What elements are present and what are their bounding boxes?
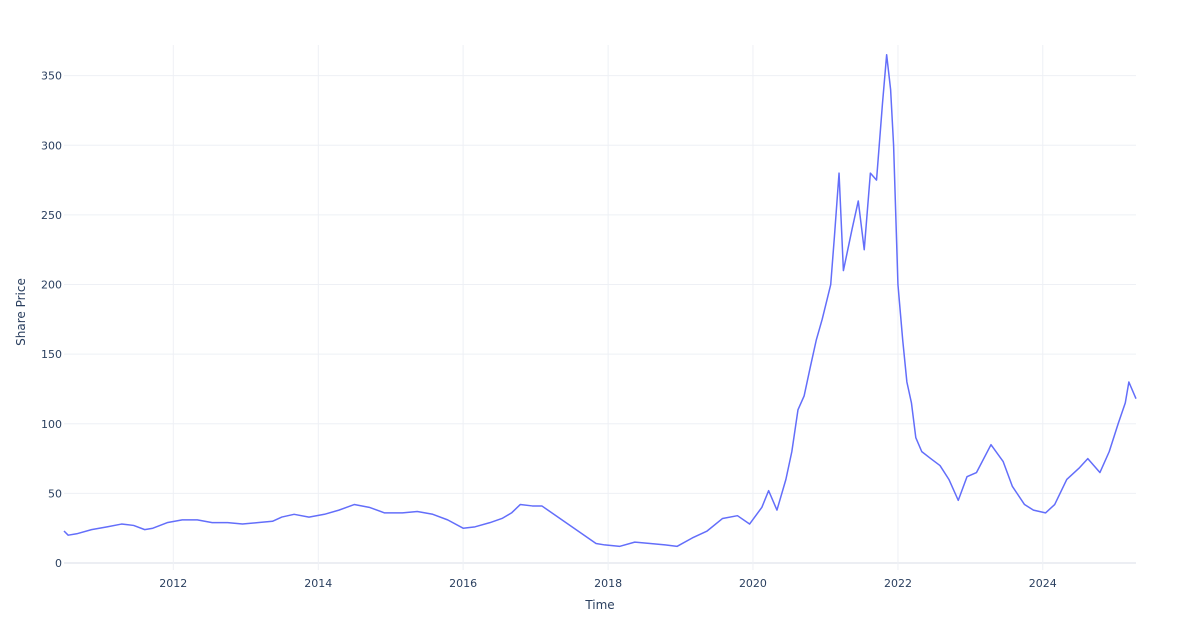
x-tick-label: 2012 [159,577,187,590]
x-tick-label: 2014 [304,577,332,590]
y-tick-label: 300 [41,139,62,152]
x-tick-label: 2022 [884,577,912,590]
y-tick-label: 350 [41,70,62,83]
x-axis-ticks: 2012 2014 2016 2018 2020 2022 2024 [159,577,1056,590]
y-tick-label: 250 [41,209,62,222]
plot-area [63,54,1137,548]
x-tick-label: 2020 [739,577,767,590]
y-tick-label: 0 [55,557,62,570]
y-tick-label: 50 [48,487,62,500]
y-tick-label: 150 [41,348,62,361]
x-tick-label: 2018 [594,577,622,590]
x-axis-title: Time [584,598,614,612]
series-line [63,54,1137,548]
y-axis-title: Share Price [14,278,28,346]
y-tick-label: 100 [41,418,62,431]
y-axis-ticks: 0 50 100 150 200 250 300 350 [41,70,62,570]
x-tick-label: 2016 [449,577,477,590]
x-tick-label: 2024 [1029,577,1057,590]
y-tick-label: 200 [41,279,62,292]
gridlines [64,45,1136,570]
